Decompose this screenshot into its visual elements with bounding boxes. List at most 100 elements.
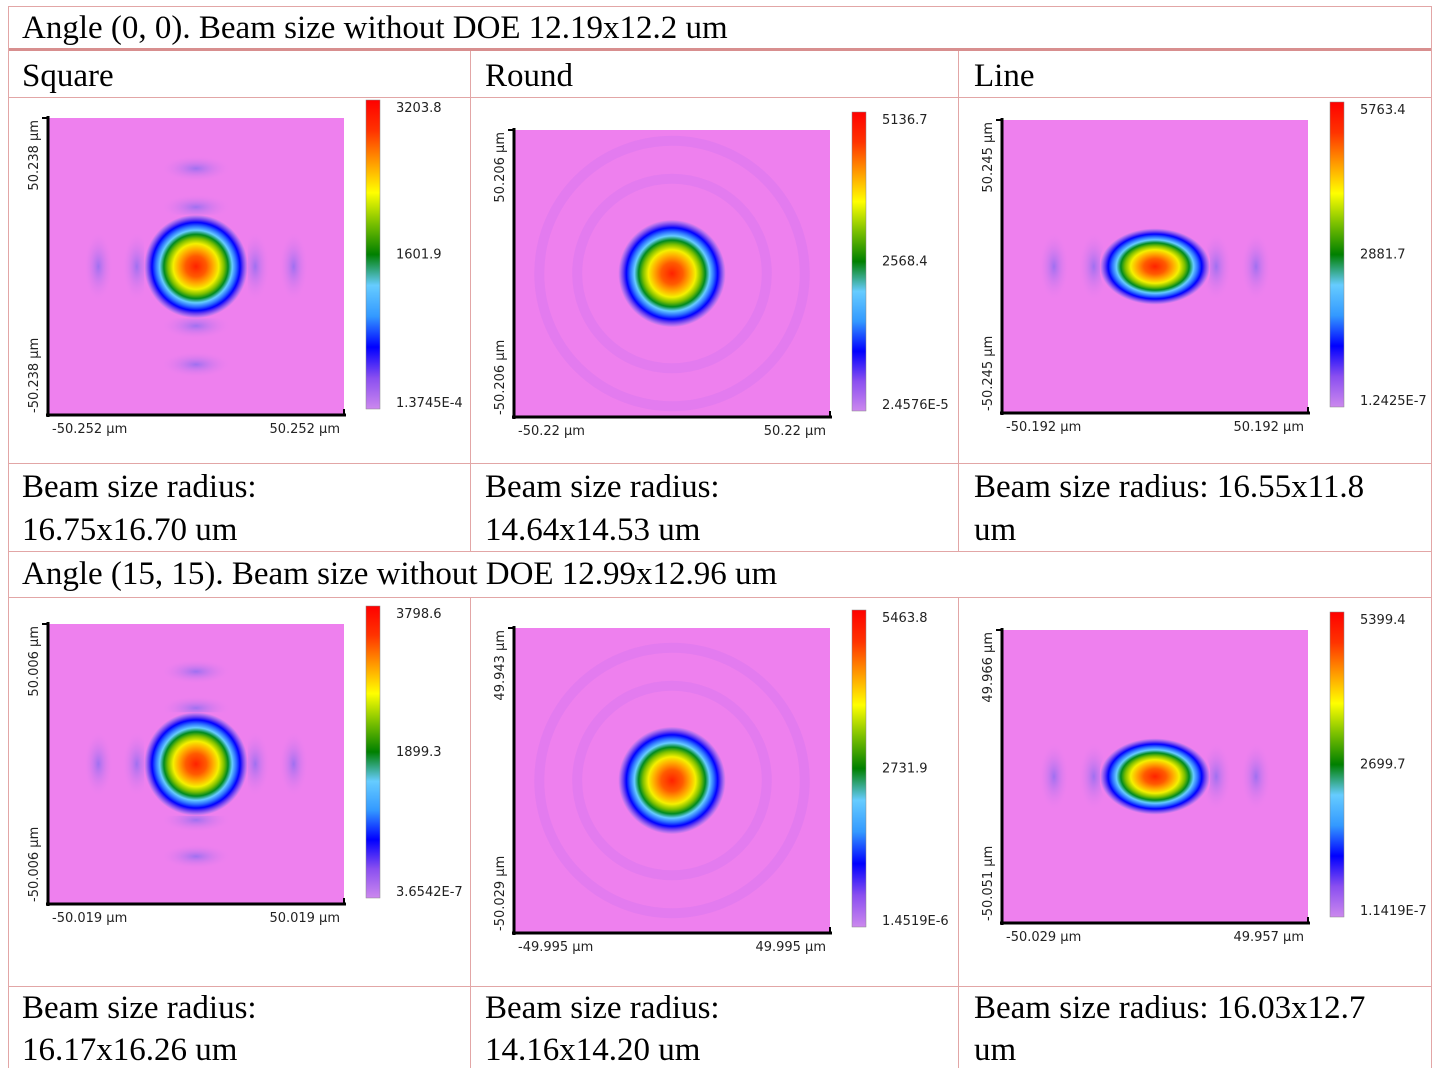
plot-svg: 50.206 µm -50.206 µm -50.22 µm 50.22 µm 5136… [480, 110, 950, 462]
cell-title: Round [485, 55, 573, 98]
color-scale-mid-label: 2881.7 [1360, 248, 1406, 263]
plot-svg: 49.966 µm -50.051 µm -50.029 µm 49.957 µm 53… [968, 610, 1428, 968]
beam-size-value: 14.64x14.53 um [485, 509, 700, 552]
y-axis-top-label: 49.966 µm [981, 632, 996, 703]
color-scale-bar [366, 100, 380, 409]
beam-size-caption: Beam size radius: [22, 466, 257, 509]
table-border [958, 51, 959, 551]
side-lobe [160, 155, 231, 182]
color-scale-max-label: 5463.8 [882, 611, 928, 626]
x-axis-left-label: -50.22 µm [518, 424, 585, 439]
beam-size-value: um [974, 1029, 1016, 1072]
beam-spot [144, 712, 248, 816]
section-header: Angle (15, 15). Beam size without DOE 12… [22, 553, 777, 596]
cell-title: Square [22, 55, 114, 98]
side-lobe [84, 730, 114, 797]
color-scale-mid-label: 2568.4 [882, 255, 928, 270]
color-scale-mid-label: 1601.9 [396, 248, 442, 263]
y-axis-bottom-label: -50.029 µm [493, 856, 508, 931]
color-scale-min-label: 1.2425E-7 [1360, 394, 1427, 409]
beam-size-caption: Beam size radius: [22, 987, 257, 1030]
color-scale-mid-label: 2699.7 [1360, 758, 1406, 773]
color-scale-mid-label: 1899.3 [396, 745, 442, 760]
table-border [8, 463, 1432, 464]
table-border [1431, 6, 1432, 1068]
y-axis-top-label: 50.006 µm [27, 626, 42, 697]
x-axis-right-label: 50.252 µm [269, 422, 340, 437]
beam-profile-plot: 49.943 µm -50.029 µm -49.995 µm 49.995 µm 54… [480, 608, 950, 978]
beam-profile-plot: 49.966 µm -50.051 µm -50.029 µm 49.957 µm 53… [968, 610, 1428, 968]
table-border [8, 6, 9, 1068]
y-axis-top-label: 50.206 µm [493, 132, 508, 203]
beam-profile-plot: 50.206 µm -50.206 µm -50.22 µm 50.22 µm 5136… [480, 110, 950, 462]
section-header: Angle (0, 0). Beam size without DOE 12.1… [22, 7, 728, 50]
side-lobe [1039, 741, 1070, 811]
y-axis-top-label: 49.943 µm [493, 630, 508, 701]
side-lobe [279, 730, 309, 797]
color-scale-bar [1330, 102, 1344, 407]
plot-svg: 50.006 µm -50.006 µm -50.019 µm 50.019 µm 37… [14, 604, 464, 949]
beam-size-caption: Beam size radius: 16.03x12.7 [974, 987, 1365, 1030]
side-lobe [160, 351, 231, 378]
x-axis-left-label: -49.995 µm [518, 940, 593, 955]
table-border [958, 597, 959, 1068]
x-axis-right-label: 50.22 µm [764, 424, 826, 439]
color-scale-min-label: 1.1419E-7 [1360, 904, 1427, 919]
color-scale-bar [366, 606, 380, 898]
beam-spot [144, 215, 248, 319]
x-axis-right-label: 50.019 µm [269, 911, 340, 926]
color-scale-max-label: 5136.7 [882, 113, 928, 128]
color-scale-bar [852, 610, 866, 927]
x-axis-left-label: -50.019 µm [52, 911, 127, 926]
beam-size-caption: Beam size radius: [485, 987, 720, 1030]
beam-spot [618, 727, 725, 834]
plot-svg: 49.943 µm -50.029 µm -49.995 µm 49.995 µm 54… [480, 608, 950, 978]
color-scale-max-label: 3798.6 [396, 607, 442, 622]
side-lobe [160, 844, 231, 869]
side-lobe [1241, 231, 1272, 301]
color-scale-bar [1330, 612, 1344, 917]
color-scale-bar [852, 112, 866, 411]
table-border [8, 597, 1432, 598]
color-scale-min-label: 1.4519E-6 [882, 914, 949, 929]
x-axis-left-label: -50.252 µm [52, 422, 127, 437]
beam-spot [1100, 738, 1210, 814]
beam-size-caption: Beam size radius: [485, 466, 720, 509]
y-axis-bottom-label: -50.206 µm [493, 340, 508, 415]
side-lobe [1039, 231, 1070, 301]
x-axis-right-label: 49.995 µm [755, 940, 826, 955]
beam-profile-plot: 50.006 µm -50.006 µm -50.019 µm 50.019 µm 37… [14, 604, 464, 949]
side-lobe [279, 231, 309, 302]
cell-title: Line [974, 55, 1034, 98]
side-lobe [160, 659, 231, 684]
y-axis-bottom-label: -50.051 µm [981, 846, 996, 921]
x-axis-left-label: -50.029 µm [1006, 930, 1081, 945]
color-scale-max-label: 5763.4 [1360, 103, 1406, 118]
color-scale-min-label: 2.4576E-5 [882, 398, 949, 413]
y-axis-bottom-label: -50.006 µm [27, 827, 42, 902]
side-lobe [84, 231, 114, 302]
color-scale-min-label: 1.3745E-4 [396, 396, 463, 411]
beam-size-caption: Beam size radius: 16.55x11.8 [974, 466, 1364, 509]
beam-size-value: 14.16x14.20 um [485, 1029, 700, 1072]
color-scale-max-label: 3203.8 [396, 101, 442, 116]
beam-profile-plot: 50.245 µm -50.245 µm -50.192 µm 50.192 µm 57… [968, 100, 1428, 458]
x-axis-left-label: -50.192 µm [1006, 420, 1081, 435]
beam-size-value: um [974, 509, 1016, 552]
color-scale-max-label: 5399.4 [1360, 613, 1406, 628]
y-axis-bottom-label: -50.238 µm [27, 338, 42, 413]
plot-svg: 50.245 µm -50.245 µm -50.192 µm 50.192 µm 57… [968, 100, 1428, 458]
y-axis-top-label: 50.245 µm [981, 122, 996, 193]
y-axis-bottom-label: -50.245 µm [981, 336, 996, 411]
table-border [470, 51, 471, 551]
side-lobe [1241, 741, 1272, 811]
color-scale-min-label: 3.6542E-7 [396, 885, 463, 900]
beam-size-value: 16.17x16.26 um [22, 1029, 237, 1072]
beam-spot [618, 220, 725, 327]
x-axis-right-label: 49.957 µm [1233, 930, 1304, 945]
beam-size-value: 16.75x16.70 um [22, 509, 237, 552]
beam-spot [1100, 228, 1210, 304]
x-axis-right-label: 50.192 µm [1233, 420, 1304, 435]
table-border [470, 597, 471, 1068]
plot-svg: 50.238 µm-50.238 µm-50.252 µm 50.252 µm32… [14, 98, 464, 460]
